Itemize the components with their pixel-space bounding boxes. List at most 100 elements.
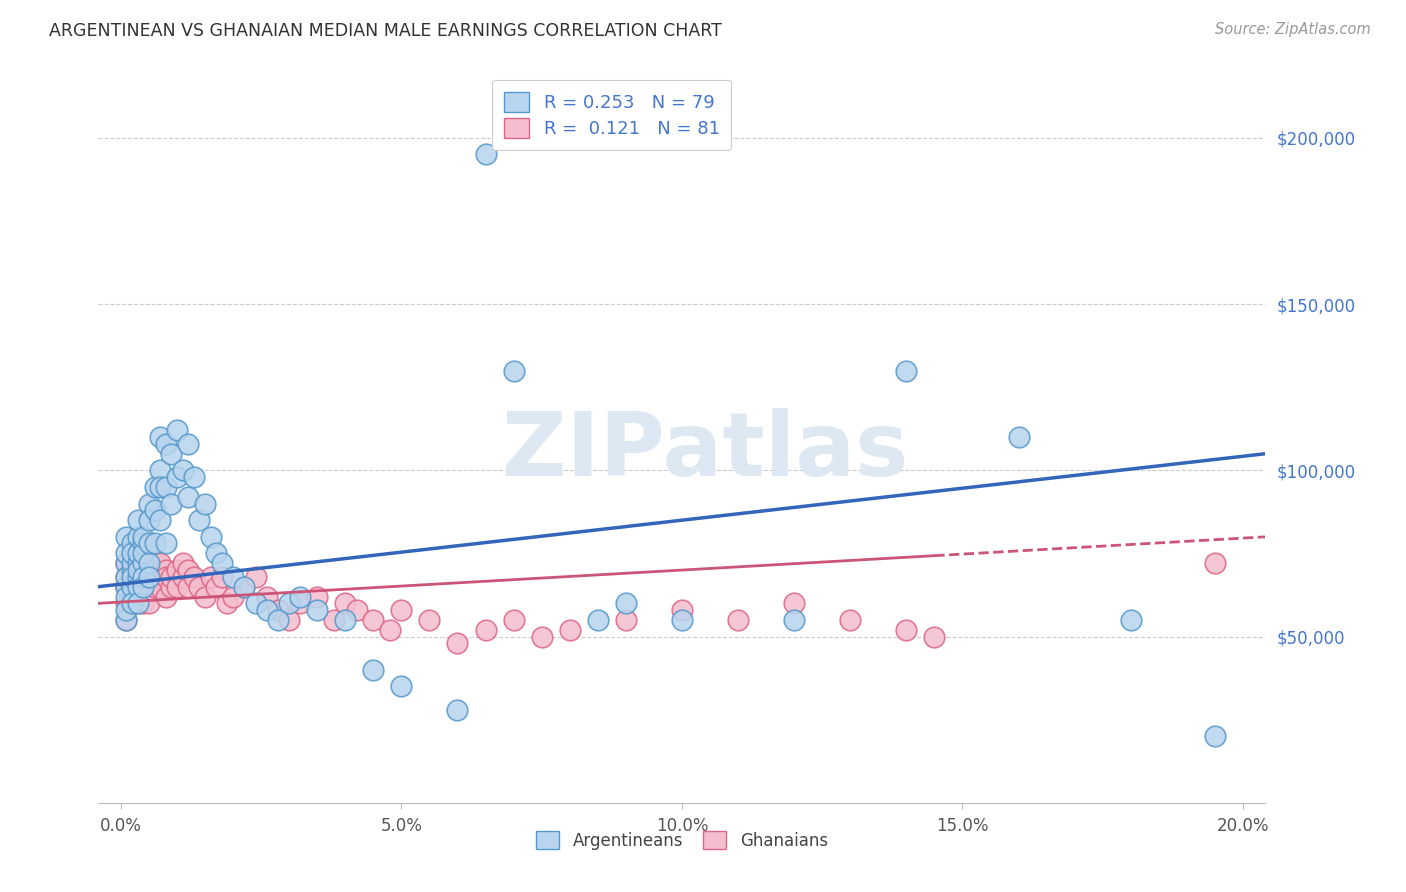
Point	[115, 603, 138, 617]
Point	[115, 557, 138, 571]
Point	[115, 546, 138, 560]
Point	[671, 613, 693, 627]
Point	[335, 613, 357, 627]
Point	[614, 613, 637, 627]
Point	[389, 603, 412, 617]
Point	[138, 570, 160, 584]
Point	[121, 563, 143, 577]
Point	[132, 546, 155, 560]
Point	[222, 570, 245, 584]
Point	[335, 596, 357, 610]
Point	[267, 613, 290, 627]
Point	[586, 613, 609, 627]
Point	[121, 557, 143, 571]
Point	[671, 603, 693, 617]
Point	[143, 570, 166, 584]
Point	[121, 557, 143, 571]
Point	[115, 580, 138, 594]
Point	[155, 563, 177, 577]
Point	[138, 570, 160, 584]
Point	[245, 570, 267, 584]
Point	[245, 596, 267, 610]
Point	[127, 546, 149, 560]
Text: ZIPatlas: ZIPatlas	[502, 409, 908, 495]
Point	[155, 480, 177, 494]
Point	[143, 503, 166, 517]
Point	[177, 436, 200, 450]
Point	[194, 590, 217, 604]
Point	[149, 557, 172, 571]
Legend: Argentineans, Ghanaians: Argentineans, Ghanaians	[529, 824, 835, 856]
Point	[127, 513, 149, 527]
Point	[194, 497, 217, 511]
Point	[211, 570, 233, 584]
Point	[446, 703, 468, 717]
Point	[115, 570, 138, 584]
Point	[138, 536, 160, 550]
Point	[115, 580, 138, 594]
Point	[346, 603, 368, 617]
Point	[138, 557, 160, 571]
Point	[115, 596, 138, 610]
Point	[256, 590, 278, 604]
Point	[172, 463, 194, 477]
Point	[188, 580, 211, 594]
Point	[188, 513, 211, 527]
Point	[115, 613, 138, 627]
Point	[166, 563, 188, 577]
Point	[127, 570, 149, 584]
Point	[132, 530, 155, 544]
Point	[222, 590, 245, 604]
Point	[132, 563, 155, 577]
Point	[205, 546, 228, 560]
Point	[1007, 430, 1029, 444]
Point	[446, 636, 468, 650]
Point	[474, 623, 496, 637]
Point	[149, 463, 172, 477]
Point	[614, 596, 637, 610]
Point	[121, 570, 143, 584]
Point	[267, 603, 290, 617]
Point	[172, 570, 194, 584]
Point	[143, 536, 166, 550]
Point	[183, 570, 205, 584]
Point	[256, 603, 278, 617]
Point	[839, 613, 862, 627]
Point	[121, 580, 143, 594]
Point	[177, 490, 200, 504]
Point	[132, 570, 155, 584]
Point	[121, 580, 143, 594]
Point	[138, 596, 160, 610]
Point	[127, 590, 149, 604]
Point	[127, 570, 149, 584]
Point	[127, 580, 149, 594]
Point	[132, 546, 155, 560]
Point	[1119, 613, 1142, 627]
Point	[183, 470, 205, 484]
Point	[143, 480, 166, 494]
Point	[155, 590, 177, 604]
Point	[1204, 729, 1226, 743]
Point	[278, 596, 301, 610]
Point	[278, 613, 301, 627]
Point	[138, 580, 160, 594]
Point	[121, 546, 143, 560]
Point	[160, 570, 183, 584]
Point	[166, 424, 188, 438]
Point	[783, 613, 806, 627]
Point	[115, 530, 138, 544]
Point	[783, 596, 806, 610]
Point	[172, 557, 194, 571]
Point	[115, 613, 138, 627]
Point	[115, 570, 138, 584]
Point	[138, 513, 160, 527]
Point	[121, 570, 143, 584]
Point	[138, 497, 160, 511]
Point	[380, 623, 402, 637]
Point	[558, 623, 581, 637]
Point	[127, 530, 149, 544]
Text: ARGENTINEAN VS GHANAIAN MEDIAN MALE EARNINGS CORRELATION CHART: ARGENTINEAN VS GHANAIAN MEDIAN MALE EARN…	[49, 22, 723, 40]
Point	[205, 580, 228, 594]
Point	[127, 570, 149, 584]
Point	[233, 580, 256, 594]
